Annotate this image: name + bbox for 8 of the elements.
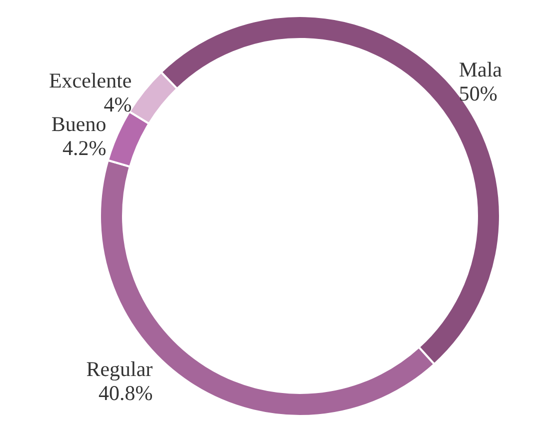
data-label: 4% xyxy=(104,92,132,117)
slice-label: Bueno xyxy=(51,112,106,136)
data-label: 40.8% xyxy=(98,380,153,405)
data-label: 50% xyxy=(458,81,498,106)
slice-label: Mala xyxy=(458,57,503,82)
slice-label: Regular xyxy=(86,356,153,381)
slice-label: Excelente xyxy=(48,68,132,93)
data-label: 4.2% xyxy=(62,136,106,160)
